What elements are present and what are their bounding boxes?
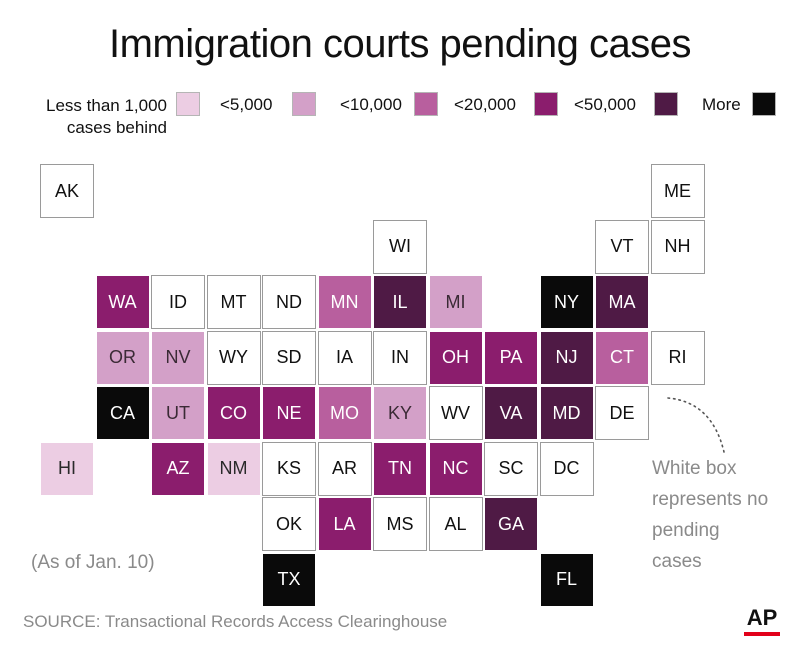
state-tile-ok: OK bbox=[262, 497, 316, 551]
state-tile-nh: NH bbox=[650, 219, 705, 274]
state-tile-ma: MA bbox=[595, 275, 649, 329]
state-tile-sc: SC bbox=[484, 441, 538, 496]
legend-label-lt5000: <5,000 bbox=[220, 95, 273, 114]
state-tile-mo: MO bbox=[317, 386, 372, 440]
state-tile-ut: UT bbox=[151, 386, 205, 440]
state-tile-va: VA bbox=[484, 386, 538, 440]
state-tile-md: MD bbox=[539, 386, 594, 440]
state-tile-me: ME bbox=[650, 164, 705, 218]
legend-label-lt10000: <10,000 bbox=[340, 95, 402, 114]
state-tile-oh: OH bbox=[428, 330, 483, 385]
state-tile-nc: NC bbox=[428, 441, 483, 496]
state-tile-ne: NE bbox=[262, 386, 316, 440]
state-tile-ar: AR bbox=[317, 441, 372, 496]
state-tile-wi: WI bbox=[373, 219, 427, 274]
state-tile-ny: NY bbox=[539, 275, 594, 329]
state-tile-nv: NV bbox=[151, 330, 205, 385]
state-tile-co: CO bbox=[206, 386, 261, 440]
legend-label-lt1000: Less than 1,000 cases behind bbox=[46, 96, 167, 137]
state-tile-ak: AK bbox=[40, 164, 94, 218]
state-tile-sd: SD bbox=[262, 330, 316, 385]
state-tile-la: LA bbox=[317, 497, 372, 551]
state-tile-mn: MN bbox=[317, 275, 372, 329]
state-tile-wa: WA bbox=[95, 275, 150, 329]
state-tile-pa: PA bbox=[484, 330, 538, 385]
state-tile-mi: MI bbox=[428, 275, 483, 329]
state-tile-ks: KS bbox=[262, 441, 316, 496]
state-tile-id: ID bbox=[151, 275, 205, 329]
chart-title: Immigration courts pending cases bbox=[108, 22, 692, 66]
state-tile-hi: HI bbox=[40, 441, 94, 496]
state-tile-tx: TX bbox=[262, 552, 316, 607]
annotation-note: White box represents no pending cases bbox=[652, 458, 769, 572]
state-tile-ms: MS bbox=[373, 497, 427, 551]
state-tile-de: DE bbox=[595, 386, 649, 440]
legend-label-lt50000: <50,000 bbox=[574, 95, 636, 114]
state-tile-mt: MT bbox=[206, 275, 261, 329]
legend-swatch-more bbox=[752, 92, 776, 116]
state-tile-al: AL bbox=[428, 497, 483, 551]
state-tile-fl: FL bbox=[539, 552, 594, 607]
state-tile-az: AZ bbox=[151, 441, 205, 496]
state-tile-ga: GA bbox=[484, 497, 538, 551]
state-tile-ri: RI bbox=[650, 330, 705, 385]
state-tile-ky: KY bbox=[373, 386, 427, 440]
state-tile-wv: WV bbox=[428, 386, 483, 440]
source-note: SOURCE: Transactional Records Access Cle… bbox=[23, 612, 448, 631]
state-tile-nm: NM bbox=[206, 441, 261, 496]
state-tile-wy: WY bbox=[206, 330, 261, 385]
state-tile-ia: IA bbox=[317, 330, 372, 385]
state-tile-il: IL bbox=[373, 275, 427, 329]
ap-logo-bar bbox=[744, 632, 780, 636]
legend-label-lt20000: <20,000 bbox=[454, 95, 516, 114]
state-tile-vt: VT bbox=[595, 219, 649, 274]
state-tile-or: OR bbox=[95, 330, 150, 385]
state-tile-in: IN bbox=[373, 330, 427, 385]
legend-swatch-lt5000 bbox=[292, 92, 316, 116]
legend-swatch-lt50000 bbox=[654, 92, 678, 116]
state-tile-tn: TN bbox=[373, 441, 427, 496]
state-tile-ca: CA bbox=[95, 386, 150, 440]
legend-swatch-lt10000 bbox=[414, 92, 438, 116]
state-tile-dc: DC bbox=[539, 441, 594, 496]
legend-swatch-lt20000 bbox=[534, 92, 558, 116]
legend-label-more: More bbox=[702, 95, 741, 114]
state-tile-nj: NJ bbox=[539, 330, 594, 385]
state-tile-nd: ND bbox=[262, 275, 316, 329]
state-tile-ct: CT bbox=[595, 330, 649, 385]
as-of-note: (As of Jan. 10) bbox=[31, 552, 155, 573]
ap-logo: AP bbox=[746, 605, 778, 630]
legend-swatch-lt1000 bbox=[176, 92, 200, 116]
